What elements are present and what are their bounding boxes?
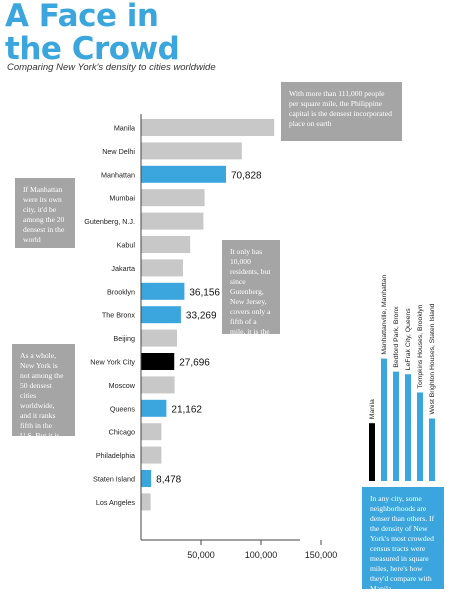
category-label-kabul: Kabul <box>117 241 136 250</box>
bar-new-delhi <box>141 142 242 160</box>
category-label-moscow: Moscow <box>109 381 136 390</box>
bar-moscow <box>141 376 175 394</box>
value-label-new-york-city: 27,696 <box>179 358 210 369</box>
bar-manhattan <box>141 165 226 183</box>
category-label-gutenberg-n-j: Gutenberg, N.J. <box>84 217 135 226</box>
category-label-jakarta: Jakarta <box>111 264 135 273</box>
neighborhood-label-tompkins-houses-brooklyn: Tompkins Houses, Brooklyn <box>417 304 424 388</box>
value-label-the-bronx: 33,269 <box>186 311 217 322</box>
bar-philadelphia <box>141 446 162 464</box>
category-label-queens: Queens <box>110 404 136 413</box>
bar-new-york-city <box>141 353 175 370</box>
category-label-philadelphia: Philadelphia <box>96 451 135 460</box>
category-label-manhattan: Manhattan <box>101 170 135 179</box>
chart-subtitle: Comparing New York's density to cities w… <box>7 62 216 73</box>
neighborhood-bar-bedford-park-bronx <box>393 371 399 481</box>
bar-brooklyn <box>141 282 185 300</box>
category-label-new-delhi: New Delhi <box>102 147 135 156</box>
nyc-note: As a whole, New York is not among the 50… <box>12 344 75 470</box>
value-label-staten-island: 8,478 <box>156 475 181 486</box>
bar-kabul <box>141 236 191 253</box>
category-label-staten-island: Staten Island <box>93 475 135 484</box>
neighborhood-bar-manila <box>369 423 375 481</box>
gutenberg-note: It only has 10,000 residents, but since … <box>222 240 280 356</box>
bar-jakarta <box>141 259 183 277</box>
neighborhood-label-lefrak-city-queens: LeFrak City, Queens <box>405 308 412 370</box>
bar-chicago <box>141 423 162 441</box>
bar-the-bronx <box>141 306 181 324</box>
value-label-queens: 21,162 <box>171 404 202 415</box>
bar-staten-island <box>141 470 152 487</box>
value-label-brooklyn: 36,156 <box>189 287 220 298</box>
value-label-manhattan: 70,828 <box>231 170 262 181</box>
x-tick-label-100000: 100,000 <box>245 550 278 560</box>
neighborhood-bar-west-brighton-houses-staten-island <box>429 418 435 481</box>
neighborhood-bar-lefrak-city-queens <box>405 374 411 481</box>
x-tick-label-50000: 50,000 <box>187 550 215 560</box>
bar-beijing <box>141 329 177 347</box>
neighborhood-bar-manhattanville-manhattan <box>381 358 387 481</box>
category-label-new-york-city: New York City <box>90 358 135 367</box>
manila-note: With more than 111,000 people per square… <box>281 82 402 141</box>
bar-los-angeles <box>141 493 151 511</box>
neighborhood-label-bedford-park-bronx: Bedford Park, Bronx <box>393 306 400 368</box>
title-line-2: the Crowd <box>5 31 180 67</box>
bar-gutenberg-n-j <box>141 212 204 230</box>
neighborhoods-note: In any city, some neighborhoods are dens… <box>362 487 444 593</box>
bar-manila <box>141 119 275 136</box>
x-tick-label-150000: 150,000 <box>305 550 338 560</box>
title-line-1: A Face in <box>5 0 159 34</box>
chart-title: A Face in the Crowd <box>5 0 180 67</box>
bar-queens <box>141 399 167 417</box>
category-label-manila: Manila <box>114 124 135 133</box>
category-label-los-angeles: Los Angeles <box>96 498 136 507</box>
category-label-the-bronx: The Bronx <box>102 311 136 320</box>
neighborhood-label-west-brighton-houses-staten-island: West Brighton Houses, Staten Island <box>429 303 436 414</box>
category-label-beijing: Beijing <box>113 334 135 343</box>
neighborhood-bar-tompkins-houses-brooklyn <box>417 392 423 481</box>
bar-mumbai <box>141 189 205 207</box>
manhattan-note: If Manhattan were its own city, it'd be … <box>15 178 75 248</box>
category-label-brooklyn: Brooklyn <box>107 287 135 296</box>
neighborhood-label-manhattanville-manhattan: Manhattanville, Manhattan <box>381 275 388 355</box>
category-label-chicago: Chicago <box>109 428 135 437</box>
category-label-mumbai: Mumbai <box>109 194 135 203</box>
neighborhood-label-manila: Manila <box>369 399 376 419</box>
